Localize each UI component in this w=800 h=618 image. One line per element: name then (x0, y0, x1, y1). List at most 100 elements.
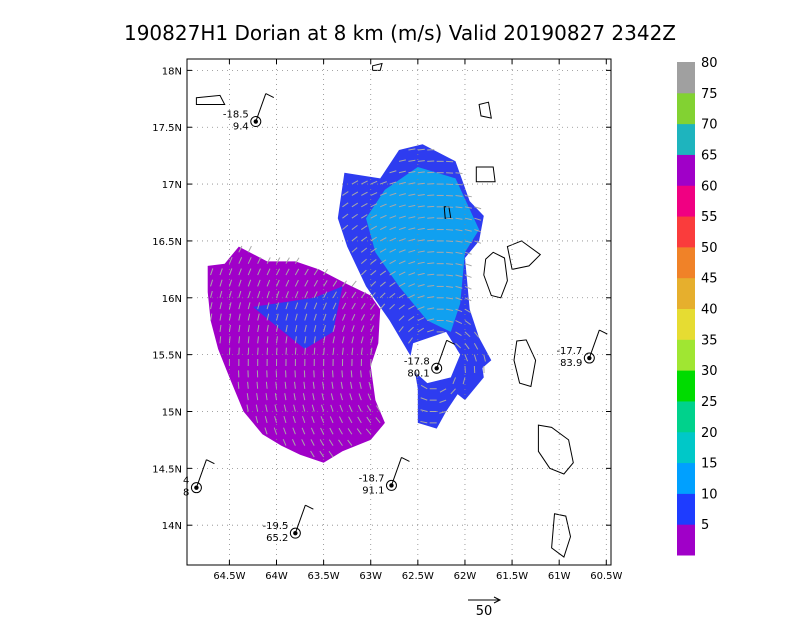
wind-vector-6 (219, 324, 222, 332)
wind-vector-201 (340, 393, 343, 401)
wind-vector-20 (228, 268, 233, 276)
wind-vector-254 (361, 236, 368, 242)
wind-vector-274 (370, 270, 377, 276)
wind-vector-156 (313, 347, 316, 355)
wind-vector-92 (276, 302, 280, 310)
wind-vector-131 (301, 439, 306, 446)
wind-vector-114 (292, 439, 296, 446)
colorbar-label-3: 20 (701, 426, 718, 441)
wind-vector-177 (323, 302, 327, 310)
wind-vector-30 (238, 290, 242, 298)
wind-vector-196 (332, 280, 338, 287)
wind-vector-362 (420, 420, 428, 424)
station-value-1: 80.1 (407, 368, 429, 379)
wind-vector-105 (285, 347, 287, 355)
wind-vector-341 (408, 171, 416, 174)
station-temp-0: -18.5 (223, 110, 249, 121)
wind-vector-144 (304, 291, 309, 298)
wind-vector-142 (304, 313, 308, 321)
wind-vector-422 (452, 377, 456, 385)
wind-vector-49 (247, 245, 252, 253)
wind-vector-5 (219, 336, 222, 344)
y-tick-label-3: 16.5N (152, 237, 182, 248)
wind-vector-93 (276, 291, 280, 298)
colorbar: 5 10 15 20 25 30 35 40 45 50 55 60 65 70 75 80 (677, 56, 718, 556)
wind-vector-427 (455, 297, 463, 301)
wind-vector-46 (247, 279, 252, 287)
wind-vector-325 (398, 159, 406, 162)
wind-vector-276 (370, 247, 377, 253)
wind-vector-355 (417, 216, 425, 219)
wind-vector-318 (398, 238, 406, 242)
wind-vector-143 (304, 302, 308, 310)
wind-vector-412 (446, 251, 454, 254)
wind-vector-354 (417, 227, 425, 231)
wind-vector-117 (293, 404, 296, 412)
wind-vector-366 (427, 329, 435, 333)
colorbar-swatch-12 (677, 154, 695, 186)
wind-vector-78 (266, 279, 271, 287)
wind-vector-187 (331, 381, 334, 389)
wind-vector-116 (292, 416, 296, 424)
wind-vector-245 (360, 347, 363, 355)
wind-vector-372 (427, 262, 435, 265)
x-axis-ticks: 64.5W 64W 63.5W 63W 62.5W 62W 61.5W 61W 60.5W (213, 59, 622, 582)
station-marker-1 (431, 362, 443, 374)
wind-vector-123 (294, 336, 297, 344)
wind-vector-110 (285, 291, 289, 298)
y-tick-label-0: 18N (162, 66, 182, 77)
wind-vector-300 (389, 270, 396, 276)
wind-vector-339 (408, 193, 416, 196)
wind-vector-253 (361, 247, 368, 253)
wind-vector-228 (351, 302, 356, 310)
station-barb-5 (195, 459, 207, 488)
wind-vector-15 (228, 324, 231, 332)
wind-vector-141 (304, 324, 307, 333)
wind-vector-413 (446, 240, 454, 243)
colorbar-label-0: 5 (701, 518, 709, 533)
wind-vector-330 (408, 294, 415, 299)
wind-vector-215 (342, 191, 349, 196)
wind-vector-282 (370, 180, 378, 185)
wind-vector-290 (379, 248, 387, 253)
wind-vector-191 (332, 336, 335, 344)
wind-vector-192 (332, 325, 336, 333)
wind-vector-162 (313, 280, 319, 287)
station-temp-4: -19.5 (262, 521, 288, 532)
wind-vector-301 (389, 259, 396, 265)
wind-vector-406 (445, 320, 454, 323)
wind-vector-134 (302, 404, 306, 412)
station-barb-4 (294, 504, 306, 534)
wind-vector-64 (257, 257, 262, 264)
x-tick-label-7: 61W (548, 571, 571, 582)
wind-vector-326 (408, 337, 413, 344)
wind-vector-319 (398, 226, 406, 231)
wind-vector-208 (342, 313, 346, 321)
island-dominica (513, 339, 537, 388)
wind-vector-124 (294, 324, 298, 333)
wind-vector-9 (219, 290, 223, 298)
wind-vector-315 (398, 271, 406, 276)
wind-vector-415 (446, 217, 454, 220)
wind-vector-158 (313, 324, 317, 333)
wind-vector-364 (420, 397, 428, 401)
wind-vector-337 (408, 216, 416, 219)
wind-vector-445 (464, 308, 472, 314)
wind-vector-426 (455, 308, 463, 313)
wind-vector-357 (417, 194, 425, 196)
colorbar-label-13: 70 (701, 118, 718, 133)
wind-vector-270 (370, 314, 375, 321)
wind-vector-19 (228, 279, 233, 287)
x-tick-label-3: 63W (359, 571, 382, 582)
wind-vector-457 (473, 354, 477, 362)
wind-vector-307 (389, 192, 397, 196)
wind-vector-48 (247, 257, 252, 264)
wind-vector-316 (398, 260, 406, 265)
wind-vector-28 (238, 313, 241, 321)
station-value-2: 83.9 (560, 358, 582, 369)
wind-vector-336 (408, 227, 416, 231)
wind-vector-225 (351, 336, 355, 344)
wind-vector-182 (328, 439, 334, 446)
station-barb-1 (436, 340, 448, 369)
wind-vector-241 (358, 393, 362, 401)
